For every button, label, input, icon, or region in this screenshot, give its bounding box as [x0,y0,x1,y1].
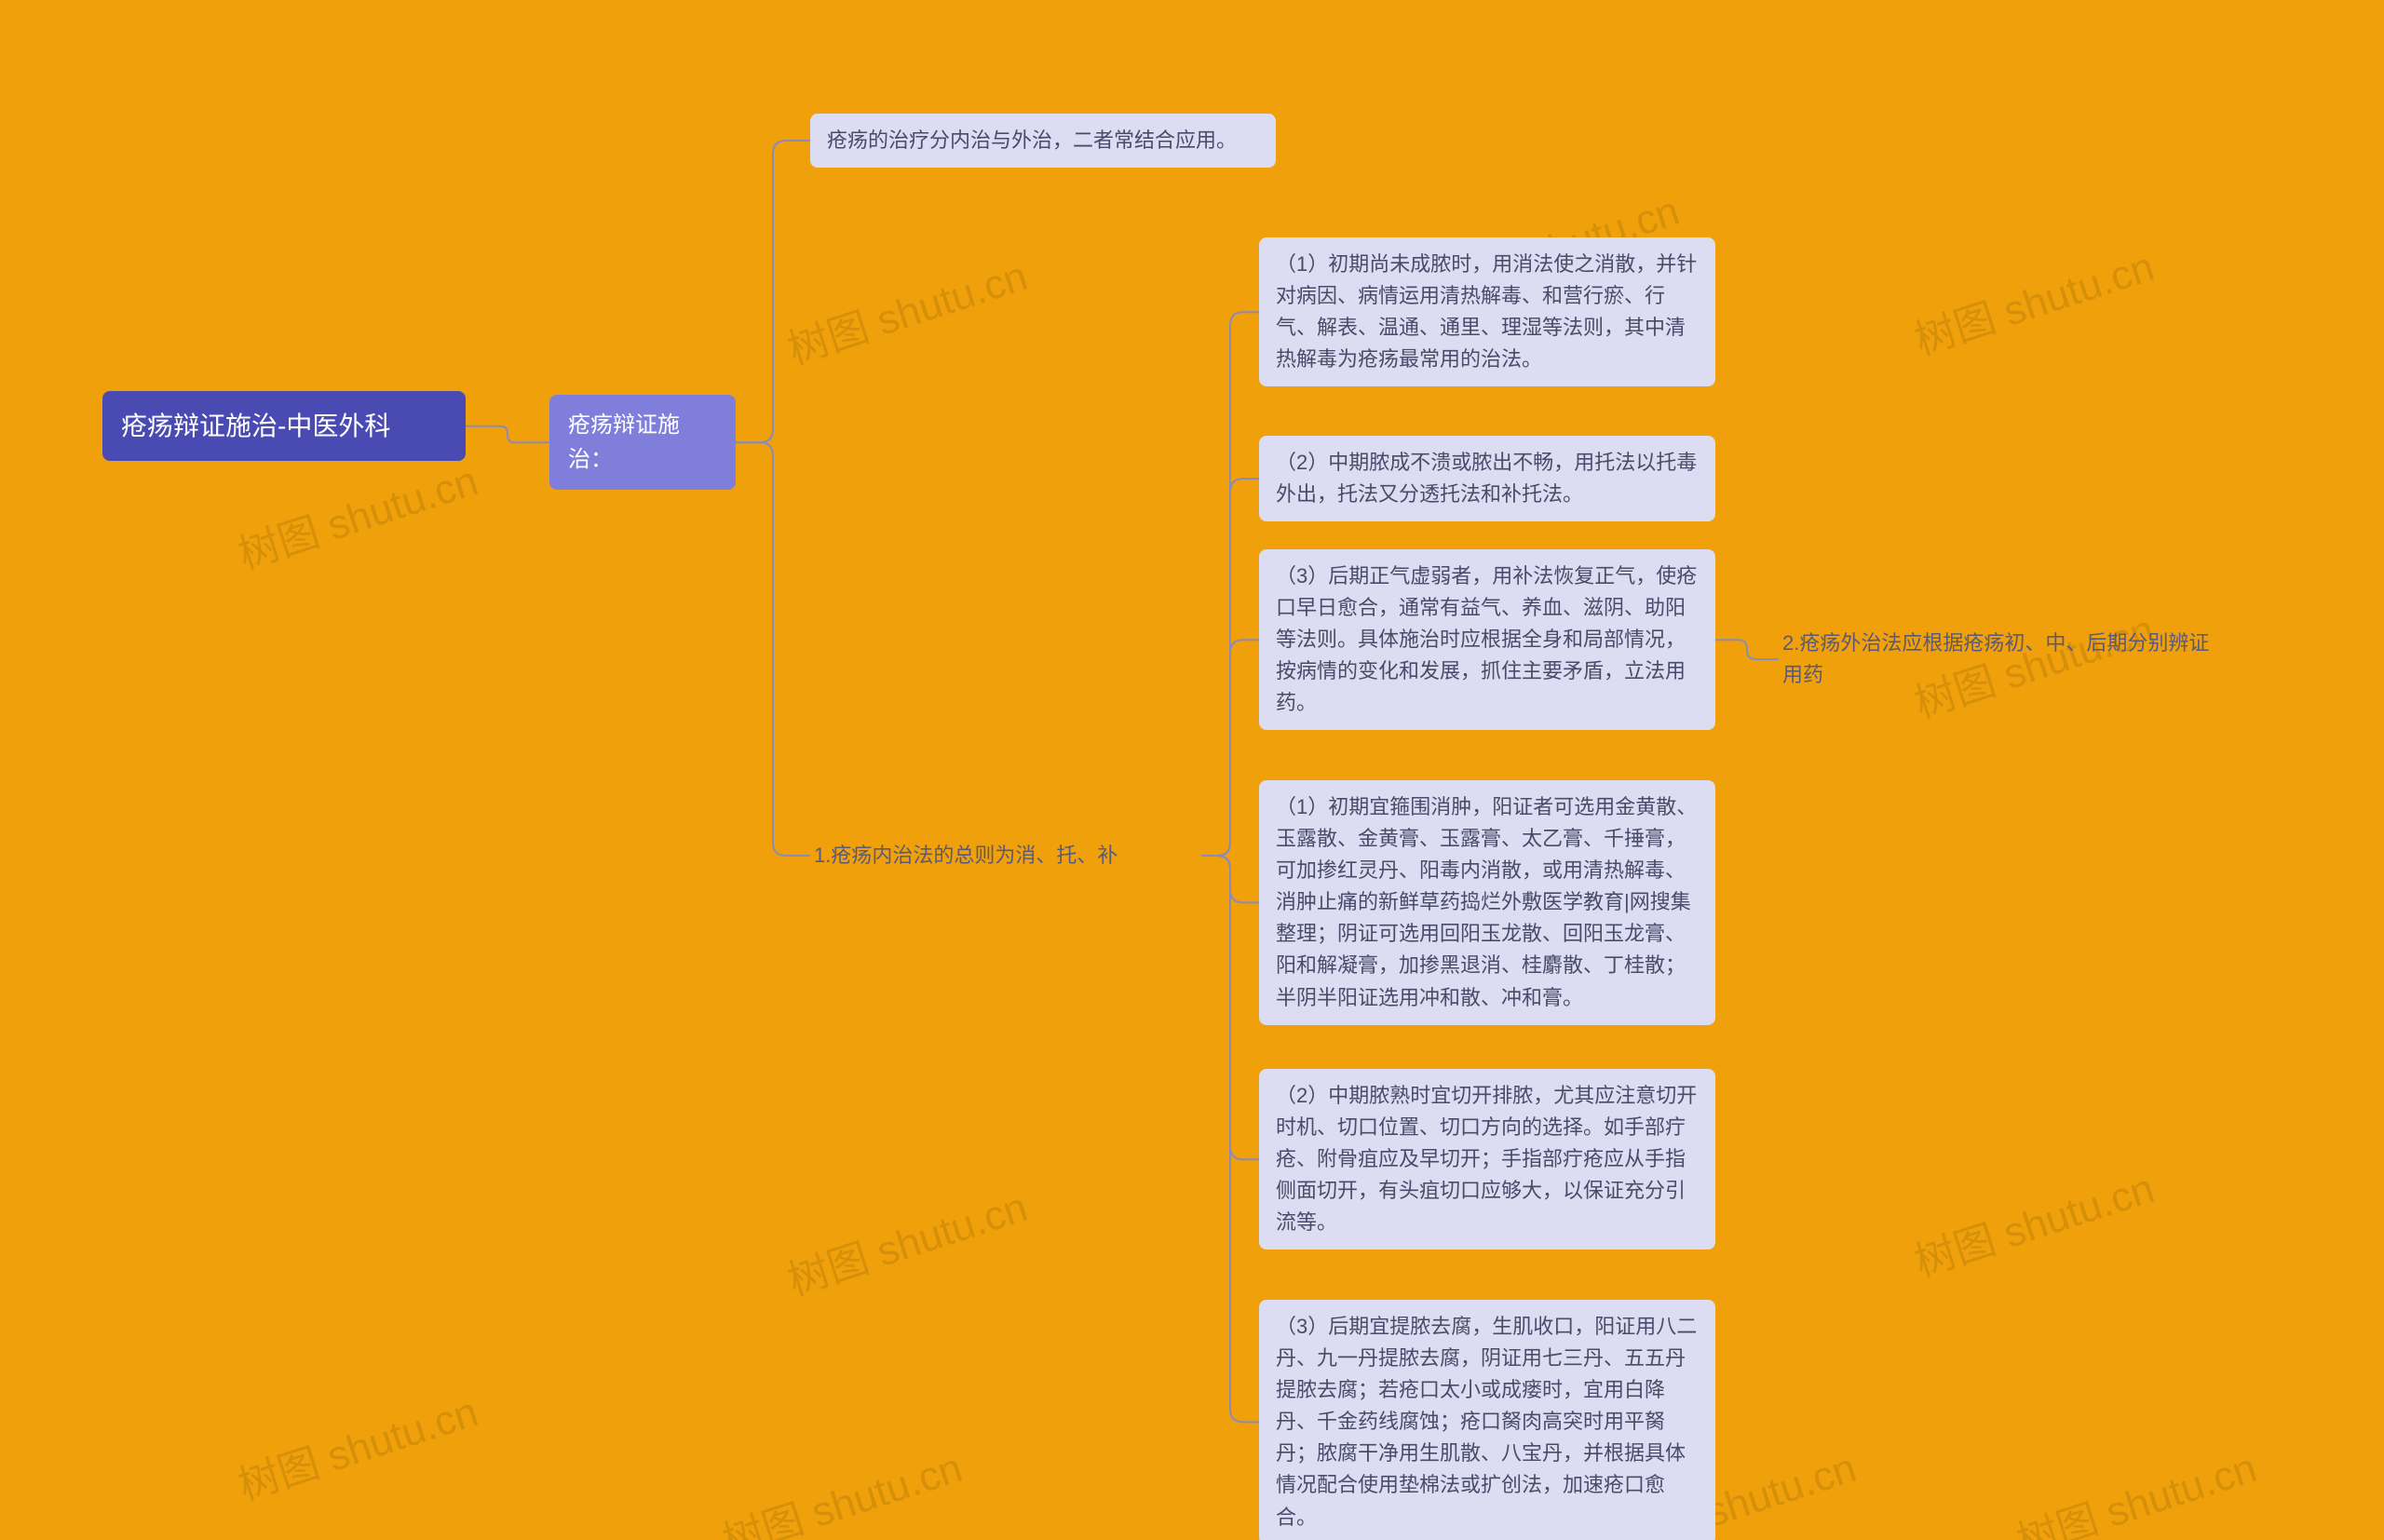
connector [466,426,549,442]
connector [1715,640,1779,659]
leaf-node-intro[interactable]: 疮疡的治疗分内治与外治，二者常结合应用。 [810,114,1276,168]
root-node[interactable]: 疮疡辩证施治-中医外科 [102,391,466,461]
leaf-node-d5[interactable]: （2）中期脓熟时宜切开排脓，尤其应注意切开时机、切口位置、切口方向的选择。如手部… [1259,1069,1715,1250]
leaf-node-d1[interactable]: （1）初期尚未成脓时，用消法使之消散，并针对病因、病情运用清热解毒、和营行瘀、行… [1259,237,1715,386]
leaf-node-d3[interactable]: （3）后期正气虚弱者，用补法恢复正气，使疮口早日愈合，通常有益气、养血、滋阴、助… [1259,549,1715,730]
connector [736,141,810,442]
leaf-node-d6[interactable]: （3）后期宜提脓去腐，生肌收口，阳证用八二丹、九一丹提脓去腐，阴证用七三丹、五五… [1259,1300,1715,1540]
connector [1201,640,1259,856]
mindmap-canvas [0,0,2384,1540]
connector [1201,856,1259,1422]
connector [736,442,810,856]
branch-node-main[interactable]: 疮疡辩证施治： [549,395,736,490]
branch-label-external[interactable]: 2.疮疡外治法应根据疮疡初、中、后期分别辨证用药 [1779,624,2216,695]
branch-label-internal[interactable]: 1.疮疡内治法的总则为消、托、补 [810,836,1201,875]
leaf-node-d4[interactable]: （1）初期宜箍围消肿，阳证者可选用金黄散、玉露散、金黄膏、玉露膏、太乙膏、千捶膏… [1259,780,1715,1025]
leaf-node-d2[interactable]: （2）中期脓成不溃或脓出不畅，用托法以托毒外出，托法又分透托法和补托法。 [1259,436,1715,521]
